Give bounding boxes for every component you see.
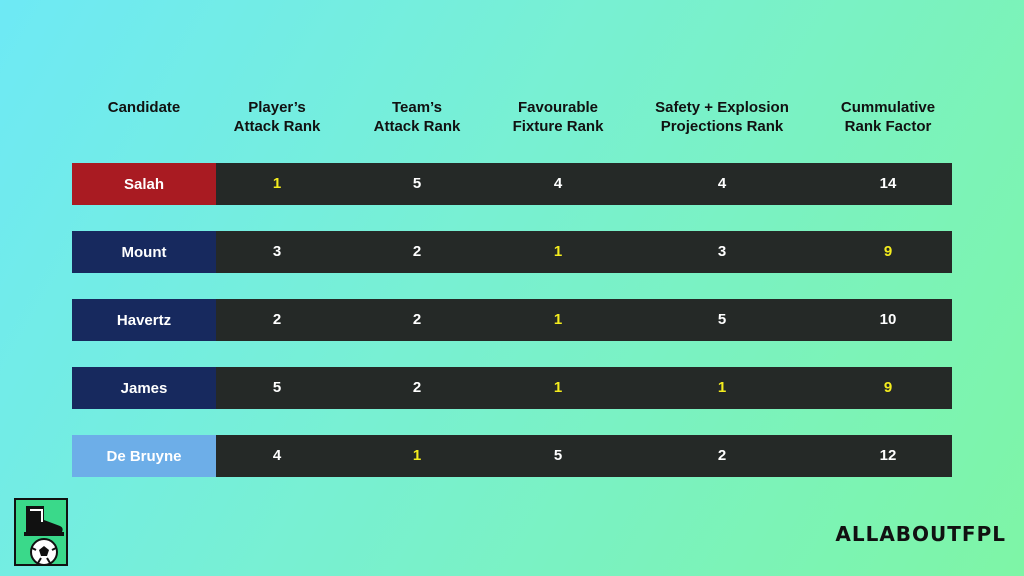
table-row: Salah 1 5 4 4 14 — [72, 163, 952, 205]
table-cell: 5 — [412, 175, 422, 192]
table-cell: 14 — [879, 175, 897, 192]
column-header-line: Cummulative — [840, 99, 936, 116]
table-cell: 1 — [272, 175, 282, 192]
column-header-line: Attack Rank — [233, 118, 321, 135]
table-row: De Bruyne 4 1 5 2 12 — [72, 435, 952, 477]
table-cell: 4 — [717, 175, 727, 192]
column-header: Team’s Attack Rank — [327, 98, 507, 136]
column-header-line: Candidate — [107, 99, 181, 116]
table-cell: 5 — [717, 311, 727, 328]
column-header-line: Favourable — [517, 99, 599, 116]
column-header-line: Team’s — [391, 99, 443, 116]
table-row: Havertz 2 2 1 5 10 — [72, 299, 952, 341]
table-cell: 12 — [879, 447, 897, 464]
table-cell: 9 — [883, 379, 893, 396]
boot-and-football-icon — [14, 498, 68, 566]
column-header-line: Safety + Explosion — [655, 99, 789, 116]
table-cell: 9 — [883, 243, 893, 260]
table-cell: 3 — [717, 243, 727, 260]
candidate-name: Havertz — [72, 299, 216, 341]
candidate-name: Salah — [72, 163, 216, 205]
column-header-line: Attack Rank — [373, 118, 461, 135]
table-cell: 1 — [553, 243, 563, 260]
table-cell: 1 — [717, 379, 727, 396]
table-cell: 10 — [879, 311, 897, 328]
candidate-name: James — [72, 367, 216, 409]
column-header: Favourable Fixture Rank — [468, 98, 648, 136]
table-row: Mount 3 2 1 3 9 — [72, 231, 952, 273]
table-cell: 1 — [553, 379, 563, 396]
column-header-line: Projections Rank — [660, 118, 784, 135]
table-cell: 2 — [412, 243, 422, 260]
column-header-line: Player’s — [248, 99, 306, 116]
table-row: James 5 2 1 1 9 — [72, 367, 952, 409]
column-header-line: Fixture Rank — [512, 118, 604, 135]
column-header: Player’s Attack Rank — [187, 98, 367, 136]
candidate-name: De Bruyne — [72, 435, 216, 477]
table-cell: 4 — [553, 175, 563, 192]
table-cell: 4 — [272, 447, 282, 464]
column-header: Candidate — [54, 98, 234, 117]
table-cell: 3 — [272, 243, 282, 260]
table-cell: 2 — [412, 311, 422, 328]
column-header-line: Rank Factor — [844, 118, 932, 135]
table-cell: 2 — [272, 311, 282, 328]
brand-logo-text: ALLABOUTFPL — [835, 522, 1006, 546]
candidate-name: Mount — [72, 231, 216, 273]
table-cell: 5 — [272, 379, 282, 396]
table-cell: 5 — [553, 447, 563, 464]
column-header: Cummulative Rank Factor — [798, 98, 978, 136]
column-header: Safety + Explosion Projections Rank — [632, 98, 812, 136]
table-cell: 1 — [412, 447, 422, 464]
table-cell: 2 — [412, 379, 422, 396]
table-cell: 2 — [717, 447, 727, 464]
table-cell: 1 — [553, 311, 563, 328]
